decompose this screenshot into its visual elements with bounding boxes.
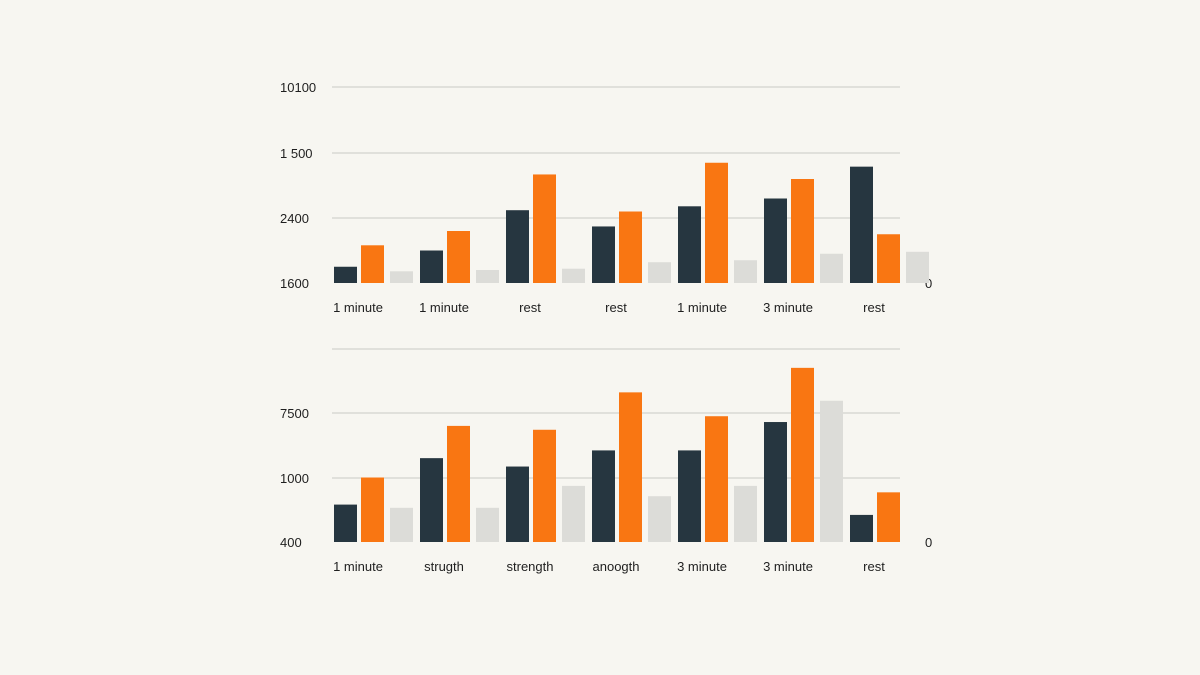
bar-dark (592, 226, 615, 283)
bar-light (648, 496, 671, 542)
y-tick-label: 1600 (280, 276, 309, 291)
bar-dark (592, 450, 615, 542)
bar-light (820, 253, 843, 283)
bar-orange (619, 211, 642, 283)
bar-light (648, 262, 671, 283)
bar-orange (791, 367, 814, 542)
x-category-label: 1 minute (333, 300, 383, 315)
bar-light (906, 251, 929, 283)
y-tick-label: 7500 (280, 406, 309, 421)
y-tick-label: 1000 (280, 471, 309, 486)
bar-dark (764, 422, 787, 542)
bar-dark (506, 210, 529, 283)
right-tick-label: 0 (925, 535, 932, 550)
bar-dark (334, 266, 357, 283)
x-category-label: anoogth (593, 559, 640, 574)
chart-panel-2: 7500 1000 400 0 1 minute strugth strength anoog… (280, 348, 932, 574)
bar-dark (764, 198, 787, 283)
y-tick-label: 400 (280, 535, 302, 550)
bar-orange (705, 416, 728, 542)
y-tick-label: 1 500 (280, 146, 313, 161)
bar-dark (678, 450, 701, 542)
x-category-label: rest (863, 300, 885, 315)
x-category-label: rest (863, 559, 885, 574)
bar-dark (506, 466, 529, 542)
bar-dark (420, 458, 443, 542)
bar-orange (447, 231, 470, 283)
bar-dark (334, 504, 357, 542)
bar-orange (877, 492, 900, 542)
bar-light (390, 507, 413, 542)
bar-dark (678, 206, 701, 283)
bar-light (476, 270, 499, 283)
bar-orange (619, 392, 642, 542)
x-category-label: 3 minute (763, 559, 813, 574)
bar-orange (533, 174, 556, 283)
bar-light (734, 485, 757, 542)
bar-dark (850, 166, 873, 283)
bar-light (562, 485, 585, 542)
bar-dark (420, 250, 443, 283)
x-category-label: rest (519, 300, 541, 315)
y-tick-label: 10100 (280, 80, 316, 95)
bar-orange (447, 425, 470, 542)
x-category-label: 3 minute (763, 300, 813, 315)
bar-orange (791, 179, 814, 283)
bar-light (390, 271, 413, 283)
bar-dark (850, 514, 873, 542)
bar-orange (361, 477, 384, 542)
chart-panel-1: 10100 1 500 2400 1600 0 1 minute 1 minute rest r… (280, 80, 932, 315)
x-category-label: 1 minute (333, 559, 383, 574)
right-tick-label: 0 (925, 276, 932, 291)
bar-light (734, 260, 757, 283)
x-category-label: 1 minute (419, 300, 469, 315)
x-category-label: 3 minute (677, 559, 727, 574)
bar-orange (533, 429, 556, 542)
bar-orange (361, 245, 384, 283)
bar-light (476, 507, 499, 542)
bar-light (820, 400, 843, 542)
x-category-label: strength (507, 559, 554, 574)
bar-orange (705, 162, 728, 283)
x-category-label: rest (605, 300, 627, 315)
bar-light (562, 268, 585, 283)
y-tick-label: 2400 (280, 211, 309, 226)
x-category-label: strugth (424, 559, 464, 574)
x-category-label: 1 minute (677, 300, 727, 315)
bar-orange (877, 234, 900, 283)
